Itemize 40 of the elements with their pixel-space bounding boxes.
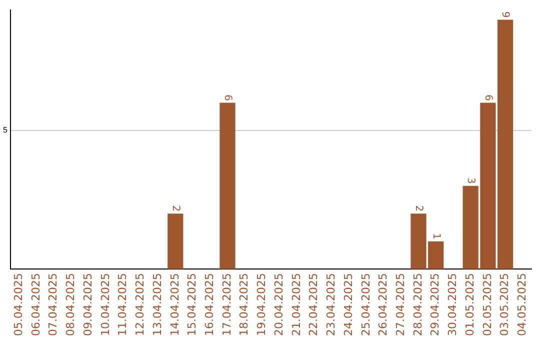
x-tick-label: 13.04.2025 [150,273,164,336]
x-tick-label: 02.05.2025 [480,273,494,336]
x-tick-label: 19.04.2025 [255,273,268,336]
data-label: 6 [222,94,233,101]
x-tick-label: 29.04.2025 [428,273,442,336]
x-tick-label: 20.04.2025 [272,273,286,336]
x-tick-label: 21.04.2025 [290,273,303,336]
bar [168,214,184,270]
x-tick-label: 22.04.2025 [307,273,320,336]
x-tick-label: 16.04.2025 [202,273,216,336]
x-tick-label: 07.04.2025 [46,273,60,336]
data-label: 6 [482,94,494,101]
x-tick-label: 30.04.2025 [446,273,460,336]
x-tick-label: 23.04.2025 [324,273,338,336]
x-tick-label: 11.04.2025 [116,273,130,336]
x-tick-label: 18.04.2025 [238,273,251,336]
x-tick-label: 05.04.2025 [12,273,25,336]
x-tick-label: 08.04.2025 [64,273,78,336]
data-label: 2 [170,205,181,212]
x-tick-label: 14.04.2025 [168,273,182,336]
data-label: 2 [412,205,424,212]
x-tick-label: 28.04.2025 [411,273,424,336]
bar [220,102,236,270]
x-tick-label: 10.04.2025 [98,273,112,336]
x-tick-label: 17.04.2025 [220,273,234,336]
x-tick-label: 24.04.2025 [342,273,355,336]
x-tick-label: 01.05.2025 [463,273,476,336]
y-tick-label: 5 [2,126,8,135]
x-tick-label: 27.04.2025 [394,273,407,336]
x-tick-label: 06.04.2025 [29,273,42,336]
data-label: 3 [464,178,476,184]
x-tick-label: 26.04.2025 [376,273,390,336]
x-tick-label: 09.04.2025 [81,273,94,336]
x-tick-label: 15.04.2025 [186,273,199,336]
x-tick-label: 25.04.2025 [359,273,372,336]
x-tick-label: 12.04.2025 [134,273,147,336]
x-tick-label: 04.05.2025 [516,273,529,336]
data-label: 9 [500,11,511,18]
data-label: 1 [430,232,442,240]
x-tick-label: 03.05.2025 [498,273,512,336]
